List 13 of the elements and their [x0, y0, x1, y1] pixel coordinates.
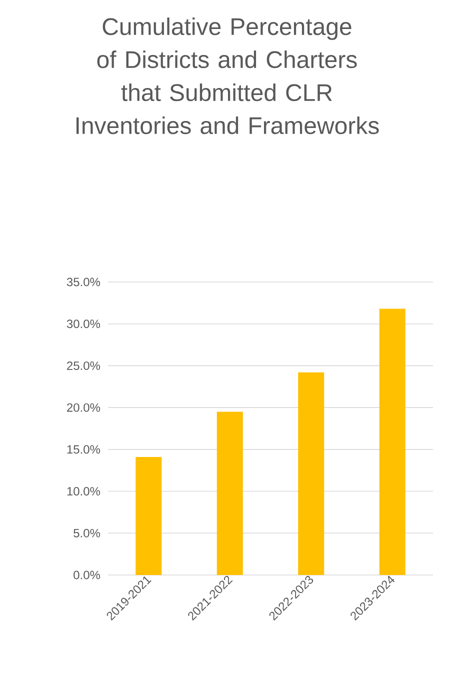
- bar: [216, 412, 243, 575]
- y-tick-label: 10.0%: [67, 487, 100, 496]
- bar: [379, 308, 406, 575]
- chart-title: Cumulative Percentage of Districts and Charters that Submitted CLR Inventories and Frameworks: [76, 18, 379, 134]
- bar: [136, 456, 162, 575]
- y-tick-label: 5.0%: [74, 528, 100, 538]
- y-tick-label: 20.0%: [67, 403, 100, 412]
- y-tick-label: 15.0%: [67, 445, 100, 454]
- y-tick-label: 35.0%: [66, 278, 100, 286]
- bar: [298, 372, 324, 575]
- y-tick-label: 30.0%: [66, 320, 100, 328]
- y-tick-label: 25.0%: [67, 361, 100, 370]
- y-tick-label: 0.0%: [74, 570, 100, 580]
